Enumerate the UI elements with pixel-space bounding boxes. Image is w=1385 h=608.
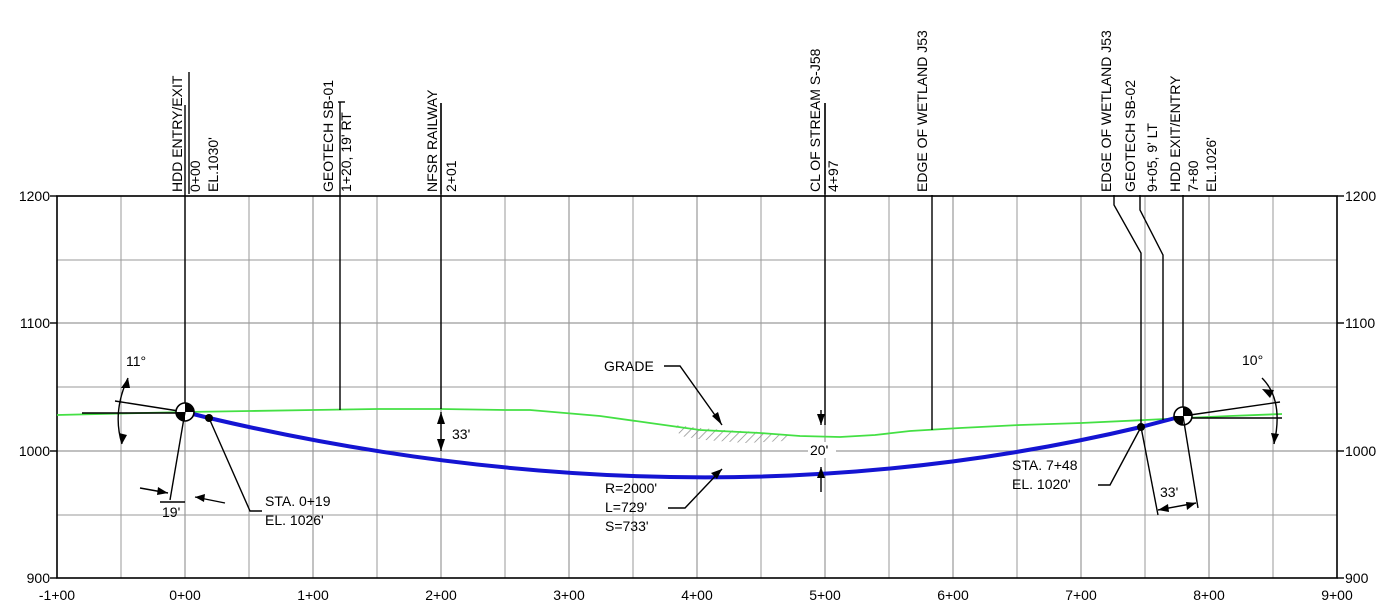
- callout-hdd-entry-title: HDD ENTRY/EXIT: [169, 75, 185, 192]
- elevation-axis-right: 1200 1100 1000 900: [1345, 188, 1376, 586]
- elevation-tick-label: 1200: [1345, 188, 1376, 204]
- grade-label: GRADE: [604, 358, 654, 374]
- callout-hdd-entry-elevation: EL.1030': [205, 137, 221, 192]
- station-tick-label: 0+00: [169, 587, 201, 603]
- callout-nfsr-railway-title: NFSR RAILWAY: [424, 89, 440, 192]
- entry-offset-dimension: 19': [139, 411, 226, 520]
- entry-tangent-station: STA. 0+19: [265, 493, 331, 509]
- callout-wetland-edge-1: EDGE OF WETLAND J53: [914, 30, 930, 192]
- elevation-tick-label: 1000: [1345, 443, 1376, 459]
- stream-depth-label: 20': [810, 442, 828, 458]
- station-tick-label: 9+00: [1321, 587, 1353, 603]
- exit-angle-label: 10°: [1242, 352, 1263, 368]
- station-tick-label: 2+00: [425, 587, 457, 603]
- entry-angle-label: 11°: [126, 353, 146, 369]
- rail-depth-label: 33': [452, 426, 470, 442]
- callout-geotech-sb01-location: 1+20, 19' RT: [338, 112, 354, 192]
- exit-offset-dimension: 33': [1140, 415, 1199, 516]
- curve-radius: R=2000': [605, 480, 657, 496]
- callouts: HDD ENTRY/EXIT 0+00 EL.1030' GEOTECH SB-…: [169, 30, 1219, 192]
- entry-tangent-annotation: STA. 0+19 EL. 1026': [208, 417, 331, 528]
- exit-angle-annotation: 10°: [1182, 352, 1282, 445]
- ground-profile-line: [56, 408, 1283, 438]
- exit-tangent-elevation: EL. 1020': [1012, 476, 1071, 492]
- exit-offset-label: 33': [1160, 484, 1178, 500]
- elevation-tick-label: 1100: [1345, 315, 1375, 331]
- station-tick-label: -1+00: [39, 587, 75, 603]
- station-tick-label: 8+00: [1193, 587, 1225, 603]
- callout-underlines: [188, 72, 826, 194]
- curve-length: L=729': [605, 499, 647, 515]
- elevation-tick-label: 1000: [19, 443, 50, 459]
- exit-tangent-annotation: STA. 7+48 EL. 1020': [1012, 426, 1142, 492]
- entry-tangent-elevation: EL. 1026': [265, 512, 324, 528]
- callout-hdd-entry-station: 0+00: [187, 160, 203, 192]
- station-axis: -1+00 0+00 1+00 2+00 3+00 4+00 5+00 6+00…: [39, 587, 1353, 603]
- curve-span: S=733': [605, 518, 649, 534]
- callout-wetland-edge-2: EDGE OF WETLAND J53: [1098, 30, 1114, 192]
- entry-angle-annotation: 11°: [82, 353, 186, 445]
- callout-geotech-sb02-title: GEOTECH SB-02: [1122, 80, 1138, 192]
- rail-depth-dimension: 33': [437, 412, 470, 451]
- callout-stream-title: CL OF STREAM S-J58: [807, 48, 823, 192]
- elevation-tick-label: 900: [27, 570, 51, 586]
- station-tick-label: 3+00: [553, 587, 585, 603]
- station-tick-label: 4+00: [681, 587, 713, 603]
- station-tick-label: 5+00: [809, 587, 841, 603]
- callout-geotech-sb02-location: 9+05, 9' LT: [1144, 123, 1160, 192]
- callout-hdd-exit-title: HDD EXIT/ENTRY: [1167, 75, 1183, 192]
- elevation-tick-label: 900: [1345, 570, 1369, 586]
- callout-hdd-exit-elevation: EL.1026': [1203, 137, 1219, 192]
- callout-stream-station: 4+97: [825, 160, 841, 192]
- stream-depth-dimension: 20': [808, 410, 836, 492]
- callout-hdd-exit-station: 7+80: [1185, 160, 1201, 192]
- hdd-bore-path: [184, 410, 1184, 480]
- edge-ticks: [50, 195, 1344, 579]
- grade-annotation: GRADE: [604, 358, 723, 426]
- elevation-axis-left: 1200 1100 1000 900: [19, 188, 50, 586]
- elevation-tick-label: 1200: [19, 188, 50, 204]
- elevation-tick-label: 1100: [20, 315, 50, 331]
- exit-tangent-station: STA. 7+48: [1012, 457, 1078, 473]
- station-tick-label: 1+00: [297, 587, 329, 603]
- station-tick-label: 6+00: [937, 587, 969, 603]
- profile-frame: [56, 195, 1338, 579]
- callout-nfsr-railway-station: 2+01: [443, 160, 459, 192]
- entry-offset-label: 19': [162, 504, 180, 520]
- station-tick-label: 7+00: [1065, 587, 1097, 603]
- callout-geotech-sb01-title: GEOTECH SB-01: [320, 80, 336, 192]
- grid: [57, 195, 1337, 578]
- curve-annotation: R=2000' L=729' S=733': [605, 468, 723, 534]
